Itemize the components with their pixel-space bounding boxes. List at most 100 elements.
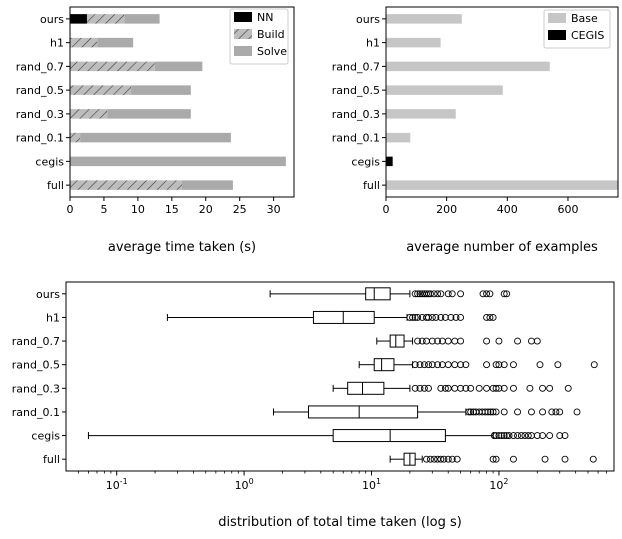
ytick-label: rand_0.7 <box>12 335 60 348</box>
outlier-rand_0.7 <box>428 337 436 345</box>
box-cegis <box>332 429 446 443</box>
outlier-rand_0.3 <box>483 384 491 392</box>
outlier-rand_0.1 <box>573 408 581 416</box>
outlier-cegis <box>514 432 522 440</box>
outlier-cegis <box>503 432 511 440</box>
outlier-rand_0.1 <box>492 408 500 416</box>
outlier-full <box>440 455 448 463</box>
xtick-label: 20 <box>199 203 213 216</box>
outlier-ours <box>486 290 494 298</box>
outlier-full <box>489 455 497 463</box>
outlier-h1 <box>441 313 449 321</box>
outlier-rand_0.3 <box>420 384 428 392</box>
xtick-label: 200 <box>436 203 457 216</box>
outlier-rand_0.7 <box>457 337 465 345</box>
outlier-rand_0.1 <box>487 408 495 416</box>
outlier-h1 <box>489 313 497 321</box>
outlier-rand_0.7 <box>483 337 491 345</box>
xtick-label: 10-1 <box>106 477 128 492</box>
outlier-rand_0.5 <box>416 361 424 369</box>
ytick-label: ours <box>36 288 60 301</box>
outlier-cegis <box>498 432 506 440</box>
bar-build-rand_0.7 <box>70 61 155 72</box>
boxplot-xlabel: distribution of total time taken (log s) <box>218 515 462 530</box>
legend-label-build: Build <box>257 28 285 41</box>
bar-build-h1 <box>70 37 98 48</box>
outlier-ours <box>444 290 452 298</box>
outlier-rand_0.5 <box>510 361 517 369</box>
time-bar-chart: ours h1 rand_0.7 rand_0.5 rand_0.3 rand_0.1ce… <box>16 6 295 216</box>
outlier-full <box>426 455 434 463</box>
outlier-cegis <box>495 432 503 440</box>
ytick-label: rand_0.7 <box>16 60 64 73</box>
outlier-rand_0.7 <box>495 337 503 345</box>
outlier-rand_0.1 <box>528 408 535 416</box>
outlier-full <box>589 455 597 463</box>
outlier-full <box>437 455 445 463</box>
ytick-label: h1 <box>50 37 64 50</box>
outlier-full <box>541 455 549 463</box>
outlier-rand_0.3 <box>451 384 459 392</box>
outlier-h1 <box>428 313 436 321</box>
ytick-label: rand_0.3 <box>332 108 380 121</box>
xtick-label: 5 <box>100 203 107 216</box>
bar-build-rand_0.5 <box>70 85 132 95</box>
plot-frame <box>69 6 295 198</box>
outlier-ours <box>430 290 438 298</box>
bar-base-full <box>386 180 618 190</box>
outlier-rand_0.1 <box>548 408 556 416</box>
box-rand_0.7 <box>389 334 405 348</box>
bar-base-rand_0.1 <box>386 132 411 143</box>
ytick-label: cegis <box>31 430 60 443</box>
legend-label-solve: Solve <box>257 45 287 58</box>
plot-frame <box>385 6 619 198</box>
bar-base-rand_0.7 <box>386 61 550 72</box>
xtick-label: 25 <box>233 203 247 216</box>
outlier-cegis <box>517 432 525 440</box>
outlier-ours <box>423 290 430 298</box>
xtick-label: 30 <box>267 203 281 216</box>
outlier-cegis <box>524 432 532 440</box>
outlier-rand_0.7 <box>444 337 452 345</box>
outlier-h1 <box>409 313 417 321</box>
outlier-rand_0.1 <box>556 408 564 416</box>
outlier-rand_0.1 <box>484 408 492 416</box>
ytick-label: rand_0.3 <box>16 108 64 121</box>
outlier-h1 <box>447 313 455 321</box>
xtick-label: 400 <box>497 203 518 216</box>
xtick-label: 0 <box>67 203 74 216</box>
outlier-rand_0.1 <box>481 408 489 416</box>
legend-swatch-nn <box>234 12 252 22</box>
box-ours <box>365 287 391 301</box>
outlier-rand_0.1 <box>552 408 560 416</box>
bar-base-rand_0.3 <box>386 109 456 119</box>
outlier-full <box>423 455 430 463</box>
bar-build-full <box>70 180 182 190</box>
bar-base-h1 <box>386 37 441 48</box>
legend-label-base: Base <box>571 12 598 25</box>
outlier-rand_0.5 <box>554 361 562 369</box>
legend-label-nn: NN <box>257 11 273 24</box>
outlier-rand_0.5 <box>420 361 428 369</box>
ytick-label: rand_0.5 <box>332 84 380 97</box>
time-chart-xlabel: average time taken (s) <box>107 240 257 255</box>
xtick-label: 15 <box>165 203 179 216</box>
outlier-rand_0.3 <box>457 384 465 392</box>
outlier-cegis <box>490 432 498 440</box>
examples-chart-xlabel: average number of examples <box>406 240 598 255</box>
outlier-rand_0.5 <box>451 361 459 369</box>
outlier-ours <box>416 290 424 298</box>
ytick-label: rand_0.5 <box>12 359 60 372</box>
outlier-rand_0.5 <box>495 361 503 369</box>
outlier-full <box>510 455 517 463</box>
outlier-rand_0.3 <box>546 384 554 392</box>
outlier-h1 <box>452 313 460 321</box>
outlier-h1 <box>425 313 432 321</box>
outlier-rand_0.1 <box>539 408 547 416</box>
outlier-h1 <box>486 313 494 321</box>
outlier-rand_0.3 <box>437 384 445 392</box>
xtick-label: 102 <box>489 477 508 492</box>
outlier-rand_0.7 <box>451 337 459 345</box>
ytick-label: rand_0.1 <box>16 132 64 145</box>
xtick-label: 101 <box>362 477 381 492</box>
